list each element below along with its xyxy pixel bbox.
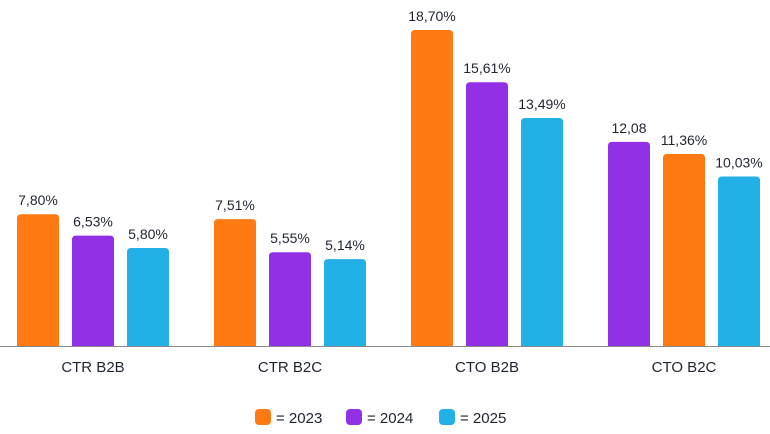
bar-ctr-b2c-2023 [214, 219, 256, 346]
bar-cto-b2b-2024 [466, 82, 508, 347]
value-label: 11,36% [661, 132, 707, 148]
legend-swatch-2025 [439, 409, 455, 425]
value-label: 7,80% [18, 192, 58, 208]
bar-ctr-b2c-2025 [324, 259, 366, 346]
legend: = 2023 = 2024 = 2025 [255, 409, 506, 427]
value-label: 5,14% [325, 237, 365, 253]
value-label: 15,61% [463, 60, 510, 76]
category-labels-layer: CTR B2B CTR B2C CTO B2B CTO B2C [61, 359, 716, 376]
value-labels-layer: 7,80% 6,53% 5,80% 7,51% 5,55% 5,14% 18,70% 15,6… [18, 8, 763, 253]
bar-ctr-b2b-2024 [72, 235, 114, 346]
bar-ctr-b2c-2024 [269, 252, 311, 346]
value-label: 12,08 [611, 120, 646, 136]
bar-cto-b2c-2025 [718, 176, 760, 346]
bar-ctr-b2b-2025 [127, 247, 169, 346]
category-label: CTR B2C [258, 359, 322, 376]
bar-cto-b2b-2023 [411, 30, 453, 346]
bar-cto-b2c-2024 [608, 141, 650, 346]
value-label: 10,03% [715, 155, 762, 171]
category-label: CTR B2B [61, 359, 124, 376]
value-label: 5,55% [270, 230, 310, 246]
bar-ctr-b2b-2023 [17, 214, 59, 346]
legend-label-2024: = 2024 [367, 410, 413, 427]
category-label: CTO B2C [652, 359, 717, 376]
legend-swatch-2023 [255, 409, 271, 425]
category-label: CTO B2B [455, 359, 519, 376]
bar-cto-b2b-2025 [521, 118, 563, 346]
value-label: 18,70% [408, 8, 455, 24]
value-label: 6,53% [73, 214, 113, 230]
bars-layer [17, 30, 760, 347]
legend-label-2025: = 2025 [460, 410, 506, 427]
value-label: 13,49% [518, 96, 565, 112]
value-label: 7,51% [215, 197, 255, 213]
legend-swatch-2024 [346, 409, 362, 425]
bar-cto-b2c-2023 [663, 154, 705, 346]
legend-label-2023: = 2023 [276, 410, 322, 427]
value-label: 5,80% [128, 226, 168, 242]
